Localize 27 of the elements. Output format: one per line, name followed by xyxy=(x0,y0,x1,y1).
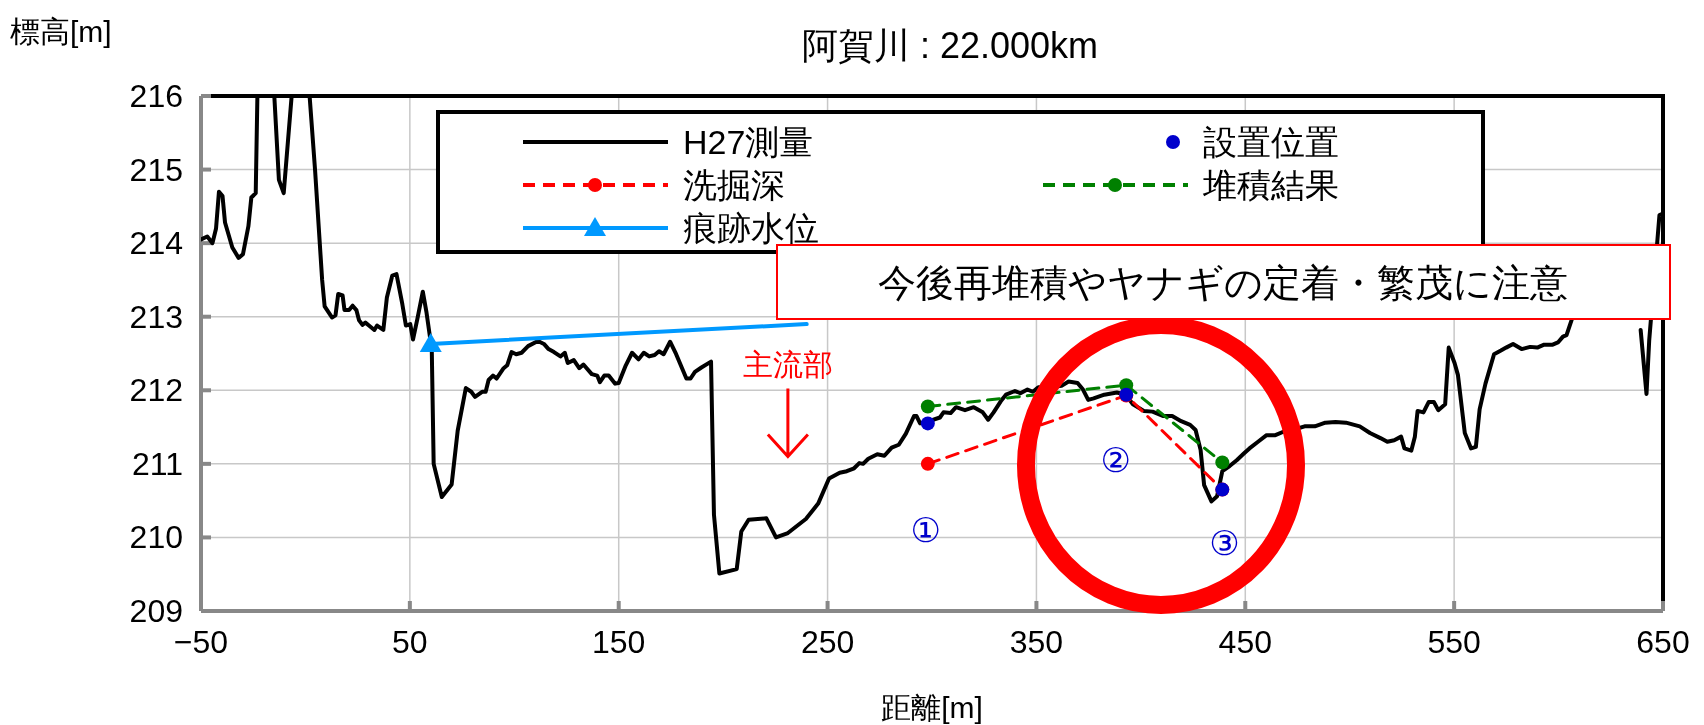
legend-label: 痕跡水位 xyxy=(683,209,819,247)
x-tick-label: 150 xyxy=(592,624,646,660)
y-tick-label: 215 xyxy=(129,151,183,188)
annotation: 主流部 xyxy=(742,347,833,381)
annotation: 今後再堆積やヤナギの定着・繁茂に注意 xyxy=(878,262,1568,304)
x-tick-label: 650 xyxy=(1636,624,1690,660)
annotation: ③ xyxy=(1209,524,1240,563)
x-tick-label: 250 xyxy=(800,624,855,660)
legend-label: 設置位置 xyxy=(1203,123,1339,161)
legend-label: H27測量 xyxy=(683,123,814,161)
y-tick-label: 213 xyxy=(129,298,183,335)
y-tick-label: 214 xyxy=(129,225,183,262)
chart-title: 阿賀川 : 22.000km xyxy=(801,25,1099,66)
y-tick-label: 216 xyxy=(129,78,183,114)
x-tick-label: 550 xyxy=(1427,624,1481,660)
annotation: ① xyxy=(910,511,941,550)
y-axis-title: 標高[m] xyxy=(10,15,112,48)
legend-label: 洗掘深 xyxy=(683,166,785,204)
y-tick-label: 212 xyxy=(129,372,183,409)
y-tick-label: 210 xyxy=(129,519,183,556)
legend-label: 堆積結果 xyxy=(1202,166,1339,204)
annotation: ② xyxy=(1100,441,1132,480)
y-tick-label: 211 xyxy=(131,445,183,482)
x-tick-label: 50 xyxy=(392,624,428,660)
x-axis-title: 距離[m] xyxy=(881,691,983,724)
x-tick-label: 450 xyxy=(1218,624,1272,660)
x-tick-label: 350 xyxy=(1009,624,1064,660)
